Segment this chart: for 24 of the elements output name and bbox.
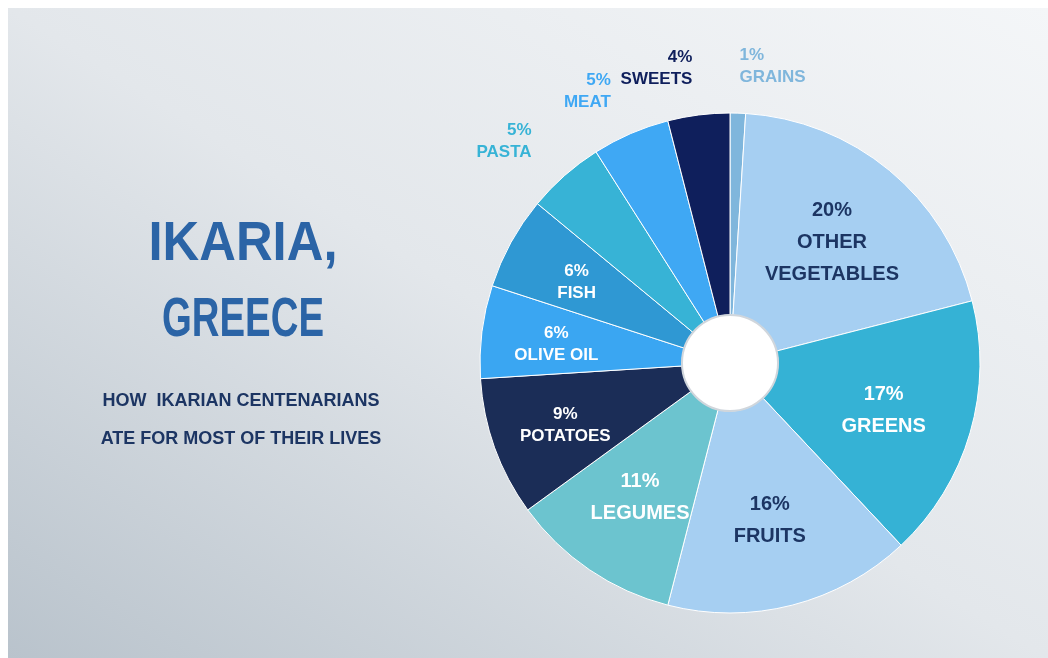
slice-label: LEGUMES <box>590 501 690 524</box>
slice-label: OLIVE OIL <box>514 345 599 365</box>
slice-label: MEAT <box>563 91 612 111</box>
data-label: 6% <box>564 260 589 280</box>
slice-label: FRUITS <box>733 523 806 546</box>
slice-label: GREENS <box>841 413 926 436</box>
slice-label: GRAINS <box>739 67 806 87</box>
data-label: 16% <box>749 491 791 514</box>
slice-label: FISH <box>557 282 597 302</box>
data-label: 11% <box>620 469 660 492</box>
slice-label: PASTA <box>476 141 532 161</box>
text: HOW IKARIAN CENTENARIANS ATE FOR MOST OF THEIR LIVES <box>100 390 382 448</box>
data-label: 5% <box>586 69 611 89</box>
data-label: 20% <box>811 197 853 220</box>
text: IKARIA, GREECE <box>148 209 399 348</box>
data-label: 17% <box>863 381 904 404</box>
data-label: 5% <box>507 119 532 139</box>
data-label: 4% <box>667 47 693 67</box>
data-label: 1% <box>739 45 764 65</box>
data-label: 6% <box>544 323 569 343</box>
slice-label: POTATOES <box>520 426 611 446</box>
slice-label: SWEETS <box>620 69 693 89</box>
data-label: 9% <box>553 404 578 424</box>
slice-label: OTHER VEGETABLES <box>764 229 900 284</box>
